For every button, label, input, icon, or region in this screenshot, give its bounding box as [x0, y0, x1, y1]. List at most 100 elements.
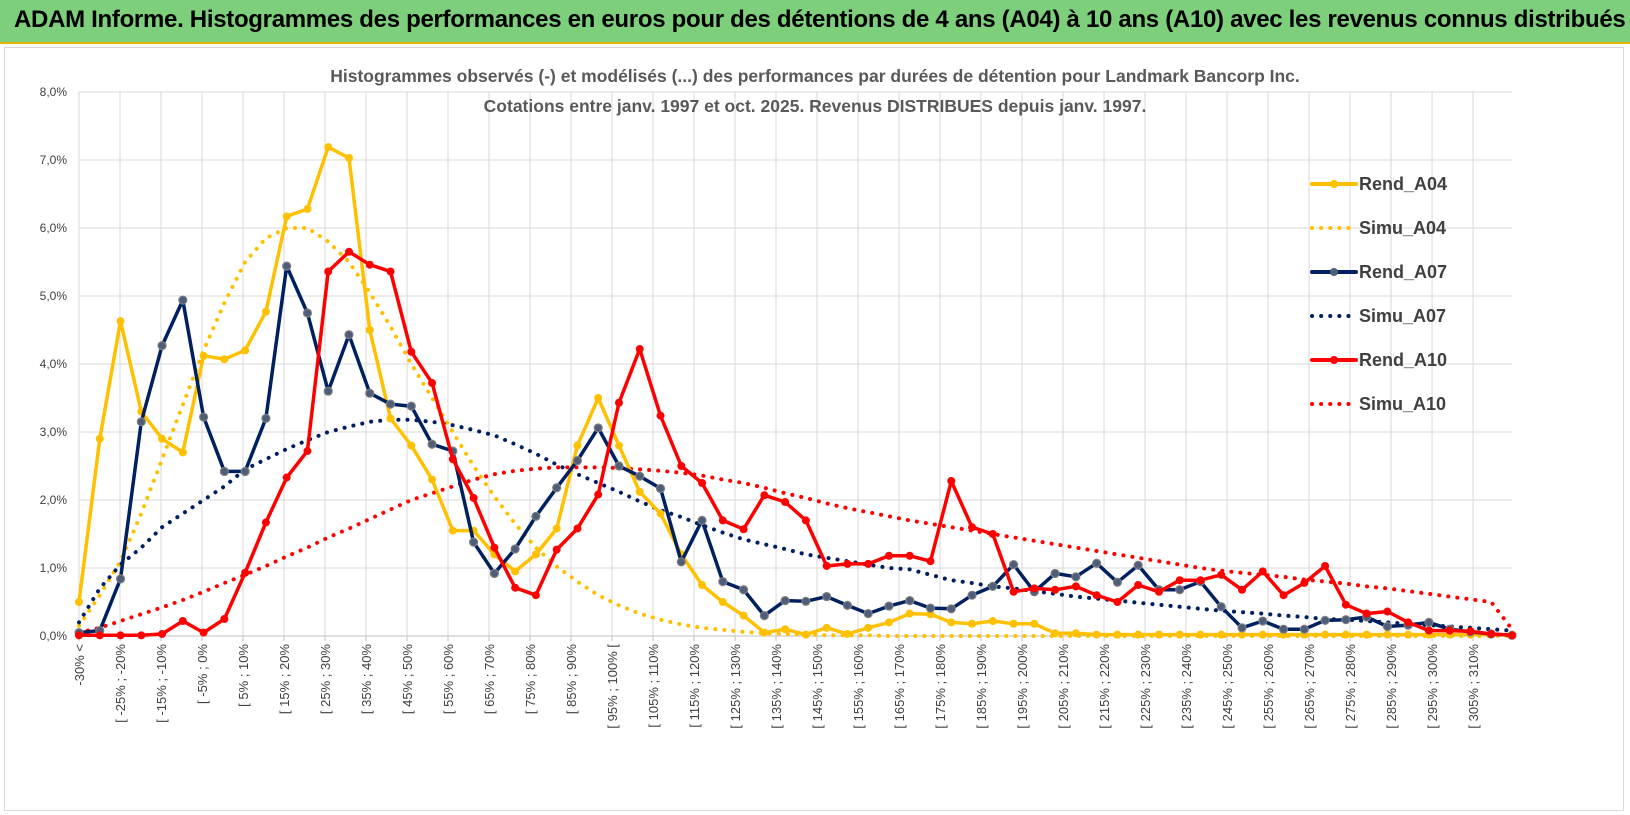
point-Rend_A04: [1009, 619, 1018, 628]
point-Rend_A10: [75, 631, 83, 640]
point-Rend_A04: [822, 623, 831, 632]
point-Rend_A10: [116, 631, 125, 640]
point-Rend_A04: [75, 598, 83, 606]
y-tick-label: 4,0%: [40, 357, 68, 371]
series-Simu_A04: [77, 226, 1514, 638]
point-Rend_A07: [1237, 623, 1247, 633]
x-tick-label: [ 165% ; 170%: [892, 644, 907, 729]
point-Rend_A10: [1071, 582, 1080, 591]
point-Rend_A04: [968, 619, 977, 628]
point-Rend_A10: [614, 398, 623, 407]
point-Rend_A10: [303, 447, 312, 456]
x-tick-label: [ 185% ; 190%: [974, 644, 989, 729]
y-tick-label: 3,0%: [40, 425, 68, 439]
point-Rend_A07: [302, 308, 313, 318]
point-Rend_A07: [635, 471, 645, 481]
x-tick-label: [ 15% ; 20%: [277, 644, 292, 715]
point-Rend_A07: [1320, 615, 1330, 625]
point-Rend_A04: [407, 441, 416, 450]
point-Rend_A10: [760, 491, 769, 500]
point-Rend_A10: [1009, 587, 1018, 596]
point-Rend_A10: [552, 545, 561, 554]
point-Rend_A07: [1258, 616, 1268, 626]
point-Rend_A07: [1008, 559, 1019, 570]
point-Rend_A10: [344, 247, 353, 256]
point-Rend_A04: [1196, 630, 1205, 639]
point-Rend_A04: [864, 623, 873, 632]
legend-label: Rend_A07: [1359, 262, 1447, 282]
x-tick-label: -30% <: [72, 644, 87, 686]
legend-item-Rend_A04: Rend_A04: [1310, 174, 1447, 194]
point-Rend_A04: [1404, 630, 1413, 639]
point-Rend_A07: [1216, 602, 1226, 612]
point-Rend_A07: [946, 604, 956, 614]
x-tick-label: [ 305% ; 310%: [1466, 644, 1481, 729]
point-Rend_A10: [95, 631, 104, 640]
point-Rend_A10: [843, 559, 852, 568]
point-Rend_A10: [635, 345, 644, 354]
point-Rend_A04: [594, 394, 603, 402]
point-Rend_A04: [386, 414, 395, 423]
point-Rend_A07: [1299, 624, 1309, 634]
point-Rend_A04: [303, 204, 312, 213]
point-Rend_A07: [427, 439, 437, 449]
point-Rend_A10: [1362, 609, 1371, 618]
point-Rend_A04: [95, 434, 104, 443]
point-Rend_A07: [572, 455, 583, 466]
point-Rend_A10: [988, 530, 997, 538]
y-tick-label: 0,0%: [40, 629, 68, 643]
x-tick-label: [ 255% ; 260%: [1261, 644, 1276, 729]
point-Rend_A04: [1175, 630, 1184, 639]
point-Rend_A10: [1404, 618, 1413, 627]
point-Rend_A07: [1133, 560, 1143, 570]
point-Rend_A04: [282, 212, 291, 221]
point-Rend_A04: [428, 475, 437, 484]
point-Rend_A07: [531, 511, 541, 521]
y-axis-ticks: 0,0% 1,0% 2,0% 3,0% 4,0% 5,0% 6,0% 7,0% 8,0%: [40, 85, 68, 643]
point-Rend_A10: [137, 631, 146, 640]
point-Rend_A07: [240, 466, 250, 477]
point-Rend_A10: [968, 523, 977, 532]
point-Rend_A07: [489, 568, 499, 579]
series-Simu_A10: [77, 465, 1514, 635]
y-tick-label: 2,0%: [40, 493, 68, 507]
point-Rend_A07: [552, 483, 562, 493]
point-Rend_A10: [1030, 584, 1039, 593]
line-Simu_A07: [77, 417, 1514, 633]
point-Rend_A04: [988, 617, 997, 626]
x-tick-label: [ 115% ; 120%: [687, 644, 702, 728]
point-Rend_A07: [738, 585, 749, 595]
point-Rend_A04: [1321, 630, 1330, 639]
point-Rend_A10: [324, 267, 333, 276]
point-Rend_A07: [842, 600, 853, 611]
point-Rend_A04: [1092, 630, 1101, 639]
series-Simu_A07: [77, 417, 1514, 633]
point-Rend_A10: [801, 516, 810, 525]
point-Rend_A04: [614, 441, 623, 450]
x-tick-label: [ 45% ; 50%: [400, 644, 415, 715]
point-Rend_A10: [1445, 626, 1454, 635]
point-Rend_A10: [1279, 591, 1288, 600]
point-Rend_A10: [947, 476, 956, 485]
legend-item-Simu_A07: Simu_A07: [1310, 306, 1446, 326]
point-Rend_A07: [801, 596, 811, 606]
point-Rend_A07: [157, 341, 167, 351]
point-Rend_A04: [1154, 630, 1163, 639]
point-Rend_A07: [1071, 572, 1081, 582]
point-Rend_A10: [469, 493, 478, 502]
point-Rend_A10: [1113, 598, 1122, 606]
point-Rend_A04: [1258, 630, 1267, 639]
point-Rend_A10: [1383, 607, 1392, 616]
point-Rend_A07: [1112, 577, 1123, 587]
legend-item-Rend_A07: Rend_A07: [1310, 262, 1447, 282]
legend-label: Rend_A10: [1359, 350, 1447, 370]
legend-item-Rend_A10: Rend_A10: [1310, 350, 1447, 370]
x-tick-label: [ 225% ; 230%: [1138, 644, 1153, 729]
x-tick-label: [ 195% ; 200%: [1015, 644, 1030, 729]
point-Rend_A04: [905, 609, 914, 618]
point-Rend_A10: [926, 557, 935, 566]
point-Rend_A04: [324, 143, 333, 152]
x-tick-label: [ 135% ; 140%: [769, 644, 784, 729]
y-tick-label: 7,0%: [40, 153, 68, 167]
point-Rend_A04: [552, 524, 561, 533]
